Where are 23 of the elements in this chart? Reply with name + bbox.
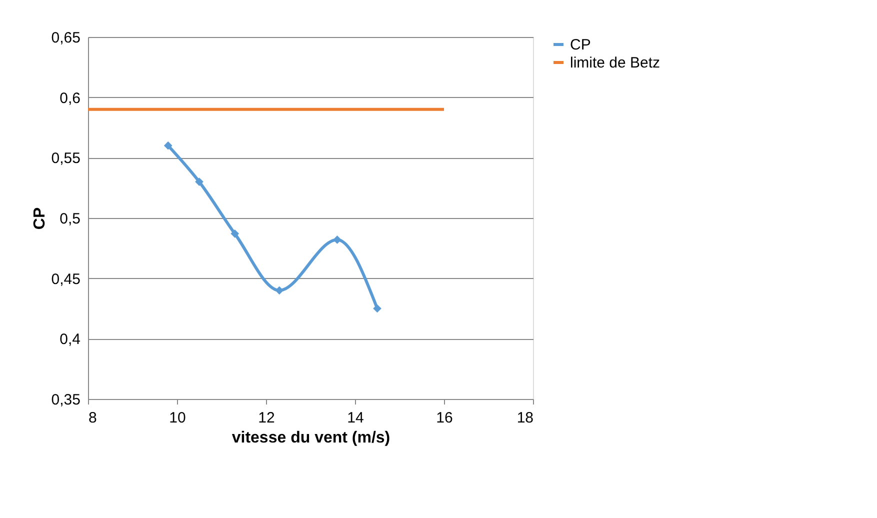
- y-tick-label: 0,6: [60, 90, 80, 107]
- y-tick-label: 0,5: [60, 210, 80, 228]
- x-tick-label: 18: [516, 410, 534, 426]
- x-tick-label: 14: [347, 410, 364, 426]
- y-axis-title: CP: [31, 207, 48, 230]
- point: [195, 178, 204, 186]
- point: [275, 286, 284, 295]
- x-tick-label: 12: [258, 410, 275, 426]
- y-tick-label: 0,65: [51, 30, 80, 46]
- point: [373, 304, 382, 313]
- x-axis-title: vitesse du vent (m/s): [232, 430, 390, 446]
- point: [230, 230, 240, 238]
- y-tick-label: 0,45: [51, 270, 80, 288]
- y-tick-label: 0,35: [51, 392, 80, 408]
- legend-label: CP: [570, 36, 591, 54]
- legend-label: limite de Betz: [570, 54, 660, 72]
- point: [164, 141, 172, 150]
- y-tick-label: 0,55: [51, 150, 80, 168]
- x-tick-label: 16: [436, 410, 453, 426]
- y-tick-label: 0,4: [60, 331, 80, 348]
- x-tick-label: 8: [88, 410, 97, 426]
- x-tick-label: 10: [169, 410, 186, 426]
- point: [333, 236, 342, 244]
